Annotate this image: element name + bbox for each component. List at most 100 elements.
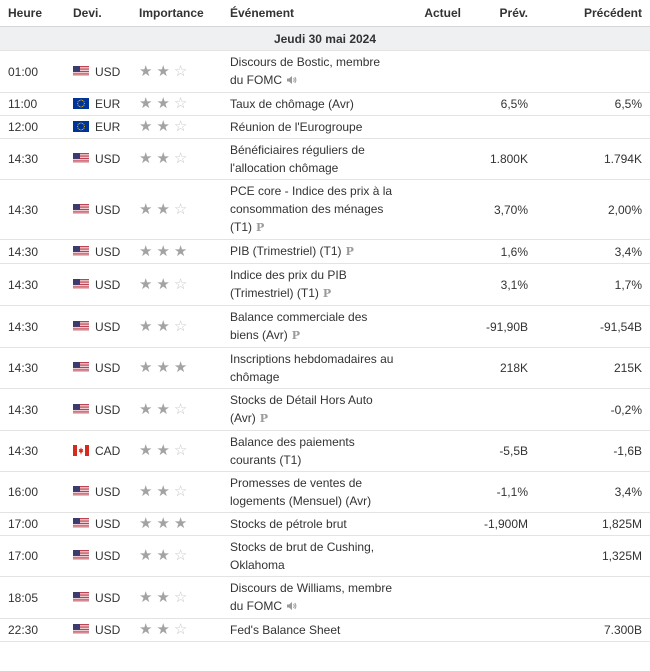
header-event[interactable]: Événement xyxy=(222,0,403,27)
economic-calendar-table: Heure Devi. Importance Événement Actuel … xyxy=(0,0,650,642)
event-actual xyxy=(403,512,469,536)
event-name[interactable]: Balance commerciale des biens (Avr) P xyxy=(222,305,403,348)
star-empty-icon: ☆ xyxy=(173,317,192,335)
event-name[interactable]: Discours de Bostic, membre du FOMC xyxy=(222,50,403,93)
currency-code: USD xyxy=(95,623,121,637)
event-importance: ★★☆ xyxy=(131,263,222,306)
event-name[interactable]: Taux de chômage (Avr) xyxy=(222,92,403,116)
event-title[interactable]: Stocks de Détail Hors Auto (Avr) xyxy=(230,393,373,425)
event-title[interactable]: Stocks de pétrole brut xyxy=(230,517,347,531)
event-title[interactable]: Bénéficiaires réguliers de l'allocation … xyxy=(230,143,365,175)
star-empty-icon: ☆ xyxy=(173,62,192,80)
event-name[interactable]: Stocks de brut de Cushing, Oklahoma xyxy=(222,535,403,577)
event-name[interactable]: Balance des paiements courants (T1) xyxy=(222,430,403,472)
event-name[interactable]: Bénéficiaires réguliers de l'allocation … xyxy=(222,138,403,180)
event-previous: -1,6B xyxy=(536,430,650,472)
event-title[interactable]: Fed's Balance Sheet xyxy=(230,623,341,637)
star-filled-icon: ★ xyxy=(139,242,157,260)
event-title[interactable]: Discours de Bostic, membre du FOMC xyxy=(230,55,381,87)
event-name[interactable]: Stocks de Détail Hors Auto (Avr) P xyxy=(222,388,403,431)
event-name[interactable]: Fed's Balance Sheet xyxy=(222,618,403,642)
event-currency: USD xyxy=(65,512,131,536)
event-title[interactable]: Inscriptions hebdomadaires au chômage xyxy=(230,352,394,384)
event-forecast xyxy=(469,576,536,619)
event-currency: USD xyxy=(65,138,131,180)
event-row[interactable]: 14:30 USD ★★☆ Bénéficiaires réguliers de l'… xyxy=(0,138,650,180)
header-importance[interactable]: Importance xyxy=(131,0,222,27)
event-forecast: 1.800K xyxy=(469,138,536,180)
star-filled-icon: ★ xyxy=(156,62,174,80)
event-name[interactable]: Promesses de ventes de logements (Mensue… xyxy=(222,471,403,513)
event-row[interactable]: 14:30 USD ★★☆ Indice des prix du PIB (Trime… xyxy=(0,263,650,306)
event-previous: 2,00% xyxy=(536,179,650,240)
us-flag-icon xyxy=(73,623,95,637)
event-forecast xyxy=(469,388,536,431)
event-name[interactable]: Stocks de pétrole brut xyxy=(222,512,403,536)
event-row[interactable]: 14:30 USD ★★★ PIB (Trimestriel) (T1) P 1,6% 3,… xyxy=(0,239,650,264)
star-empty-icon: ☆ xyxy=(173,621,192,638)
event-title[interactable]: Taux de chômage (Avr) xyxy=(230,97,354,111)
event-row[interactable]: 14:30 USD ★★☆ Stocks de Détail Hors Auto (A… xyxy=(0,388,650,431)
event-name[interactable]: PCE core - Indice des prix à la consomma… xyxy=(222,179,403,240)
header-forecast[interactable]: Prév. xyxy=(469,0,536,27)
event-forecast: 1,6% xyxy=(469,239,536,264)
currency-code: USD xyxy=(95,549,121,563)
event-row[interactable]: 14:30 CAD ★★☆ Balance des paiements courant… xyxy=(0,430,650,472)
star-empty-icon: ☆ xyxy=(173,442,192,459)
event-title[interactable]: Réunion de l'Eurogroupe xyxy=(230,120,363,134)
event-title[interactable]: PCE core - Indice des prix à la consomma… xyxy=(230,184,393,234)
event-title[interactable]: PIB (Trimestriel) (T1) xyxy=(230,244,342,258)
star-filled-icon: ★ xyxy=(156,359,174,376)
event-name[interactable]: Inscriptions hebdomadaires au chômage xyxy=(222,347,403,389)
header-previous[interactable]: Précédent xyxy=(536,0,650,27)
event-row[interactable]: 22:30 USD ★★☆ Fed's Balance Sheet 7.300B xyxy=(0,618,650,642)
event-row[interactable]: 16:00 USD ★★☆ Promesses de ventes de logeme… xyxy=(0,471,650,513)
event-title[interactable]: Indice des prix du PIB (Trimestriel) (T1… xyxy=(230,268,347,300)
us-flag-icon xyxy=(73,278,95,292)
us-flag-icon xyxy=(73,591,95,605)
speaker-icon[interactable] xyxy=(286,598,297,616)
event-title[interactable]: Stocks de brut de Cushing, Oklahoma xyxy=(230,540,375,572)
event-name[interactable]: PIB (Trimestriel) (T1) P xyxy=(222,239,403,264)
star-filled-icon: ★ xyxy=(173,242,192,260)
currency-code: USD xyxy=(95,244,121,259)
event-currency: USD xyxy=(65,471,131,513)
event-row[interactable]: 17:00 USD ★★☆ Stocks de brut de Cushing, Ok… xyxy=(0,535,650,577)
star-filled-icon: ★ xyxy=(156,547,174,564)
header-time[interactable]: Heure xyxy=(0,0,65,27)
event-name[interactable]: Indice des prix du PIB (Trimestriel) (T1… xyxy=(222,263,403,306)
preliminary-icon: P xyxy=(291,329,301,342)
header-currency[interactable]: Devi. xyxy=(65,0,131,27)
currency-code: USD xyxy=(95,590,121,605)
event-previous: 1,7% xyxy=(536,263,650,306)
event-title[interactable]: Discours de Williams, membre du FOMC xyxy=(230,581,393,613)
importance-stars: ★★☆ xyxy=(139,589,191,606)
event-title[interactable]: Promesses de ventes de logements (Mensue… xyxy=(230,476,372,508)
event-row[interactable]: 14:30 USD ★★☆ PCE core - Indice des prix à … xyxy=(0,179,650,240)
event-time: 14:30 xyxy=(0,263,65,306)
event-importance: ★★☆ xyxy=(131,115,222,139)
star-filled-icon: ★ xyxy=(139,400,157,418)
event-title[interactable]: Balance commerciale des biens (Avr) xyxy=(230,310,368,342)
event-row[interactable]: 11:00 EUR ★★☆ Taux de chômage (Avr) 6,5% 6,5% xyxy=(0,92,650,116)
header-actual[interactable]: Actuel xyxy=(403,0,469,27)
event-row[interactable]: 17:00 USD ★★★ Stocks de pétrole brut -1,900M… xyxy=(0,512,650,536)
event-actual xyxy=(403,347,469,389)
currency-code: USD xyxy=(95,361,121,375)
event-name[interactable]: Réunion de l'Eurogroupe xyxy=(222,115,403,139)
event-row[interactable]: 14:30 USD ★★☆ Balance commerciale des biens… xyxy=(0,305,650,348)
event-row[interactable]: 01:00 USD ★★☆ Discours de Bostic, membre du… xyxy=(0,50,650,93)
event-row[interactable]: 12:00 EUR ★★☆ Réunion de l'Eurogroupe xyxy=(0,115,650,139)
speaker-icon[interactable] xyxy=(286,72,297,90)
importance-stars: ★★☆ xyxy=(139,621,191,638)
event-actual xyxy=(403,576,469,619)
event-name[interactable]: Discours de Williams, membre du FOMC xyxy=(222,576,403,619)
event-row[interactable]: 14:30 USD ★★★ Inscriptions hebdomadaires au… xyxy=(0,347,650,389)
event-title[interactable]: Balance des paiements courants (T1) xyxy=(230,435,355,467)
event-currency: CAD xyxy=(65,430,131,472)
star-filled-icon: ★ xyxy=(156,483,174,500)
importance-stars: ★★☆ xyxy=(139,63,191,80)
event-row[interactable]: 18:05 USD ★★☆ Discours de Williams, membre … xyxy=(0,576,650,619)
event-actual xyxy=(403,388,469,431)
event-currency: USD xyxy=(65,347,131,389)
